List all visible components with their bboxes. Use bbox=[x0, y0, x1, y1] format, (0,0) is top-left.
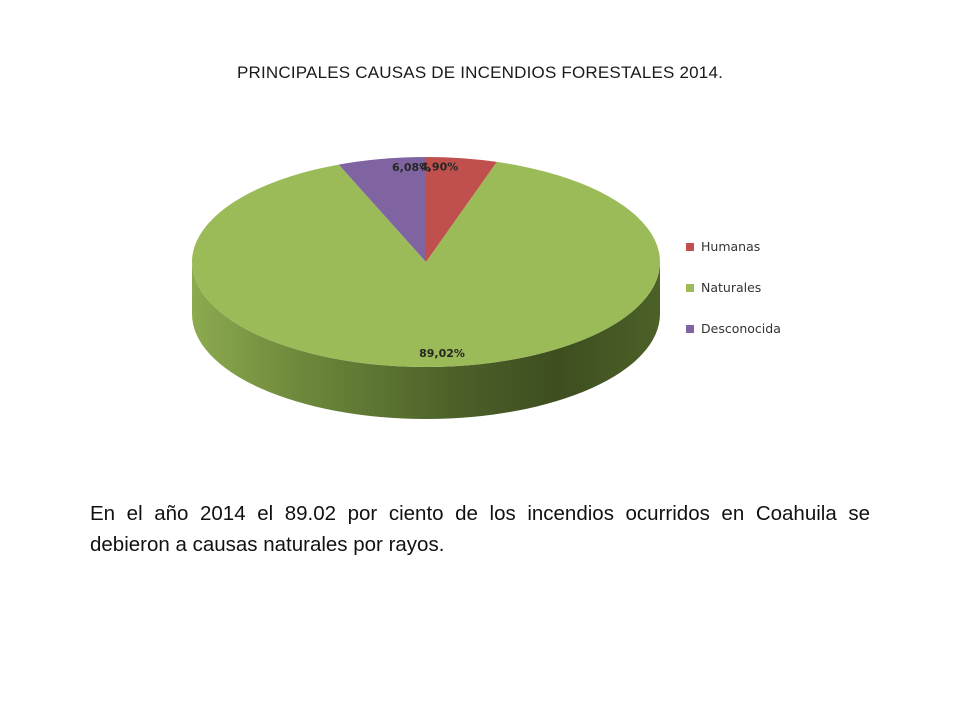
chart-legend: Humanas Naturales Desconocida bbox=[686, 236, 781, 359]
slice-desconocida bbox=[338, 157, 426, 262]
legend-swatch-desconocida bbox=[686, 324, 694, 333]
pie-side bbox=[192, 262, 660, 419]
legend-item-naturales: Naturales bbox=[686, 277, 781, 298]
slice-naturales bbox=[192, 161, 661, 367]
legend-label-humanas: Humanas bbox=[701, 239, 761, 254]
chart-title: PRINCIPALES CAUSAS DE INCENDIOS FORESTAL… bbox=[236, 63, 724, 82]
pie-data-labels: 4,90% 89,02% 6,08% bbox=[392, 161, 465, 360]
slice-humanas bbox=[426, 157, 497, 262]
pie-slices bbox=[192, 157, 661, 367]
legend-swatch-naturales bbox=[686, 283, 694, 292]
legend-swatch-humanas bbox=[686, 242, 694, 251]
slide-body-text: En el año 2014 el 89.02 por ciento de lo… bbox=[90, 502, 870, 556]
pie-side-naturales bbox=[192, 262, 660, 419]
legend-label-naturales: Naturales bbox=[701, 280, 762, 295]
legend-label-desconocida: Desconocida bbox=[701, 321, 781, 336]
legend-item-desconocida: Desconocida bbox=[686, 318, 781, 339]
label-desconocida: 6,08% bbox=[392, 161, 430, 174]
label-naturales: 89,02% bbox=[419, 347, 465, 360]
label-humanas: 4,90% bbox=[420, 161, 458, 174]
legend-item-humanas: Humanas bbox=[686, 236, 781, 257]
